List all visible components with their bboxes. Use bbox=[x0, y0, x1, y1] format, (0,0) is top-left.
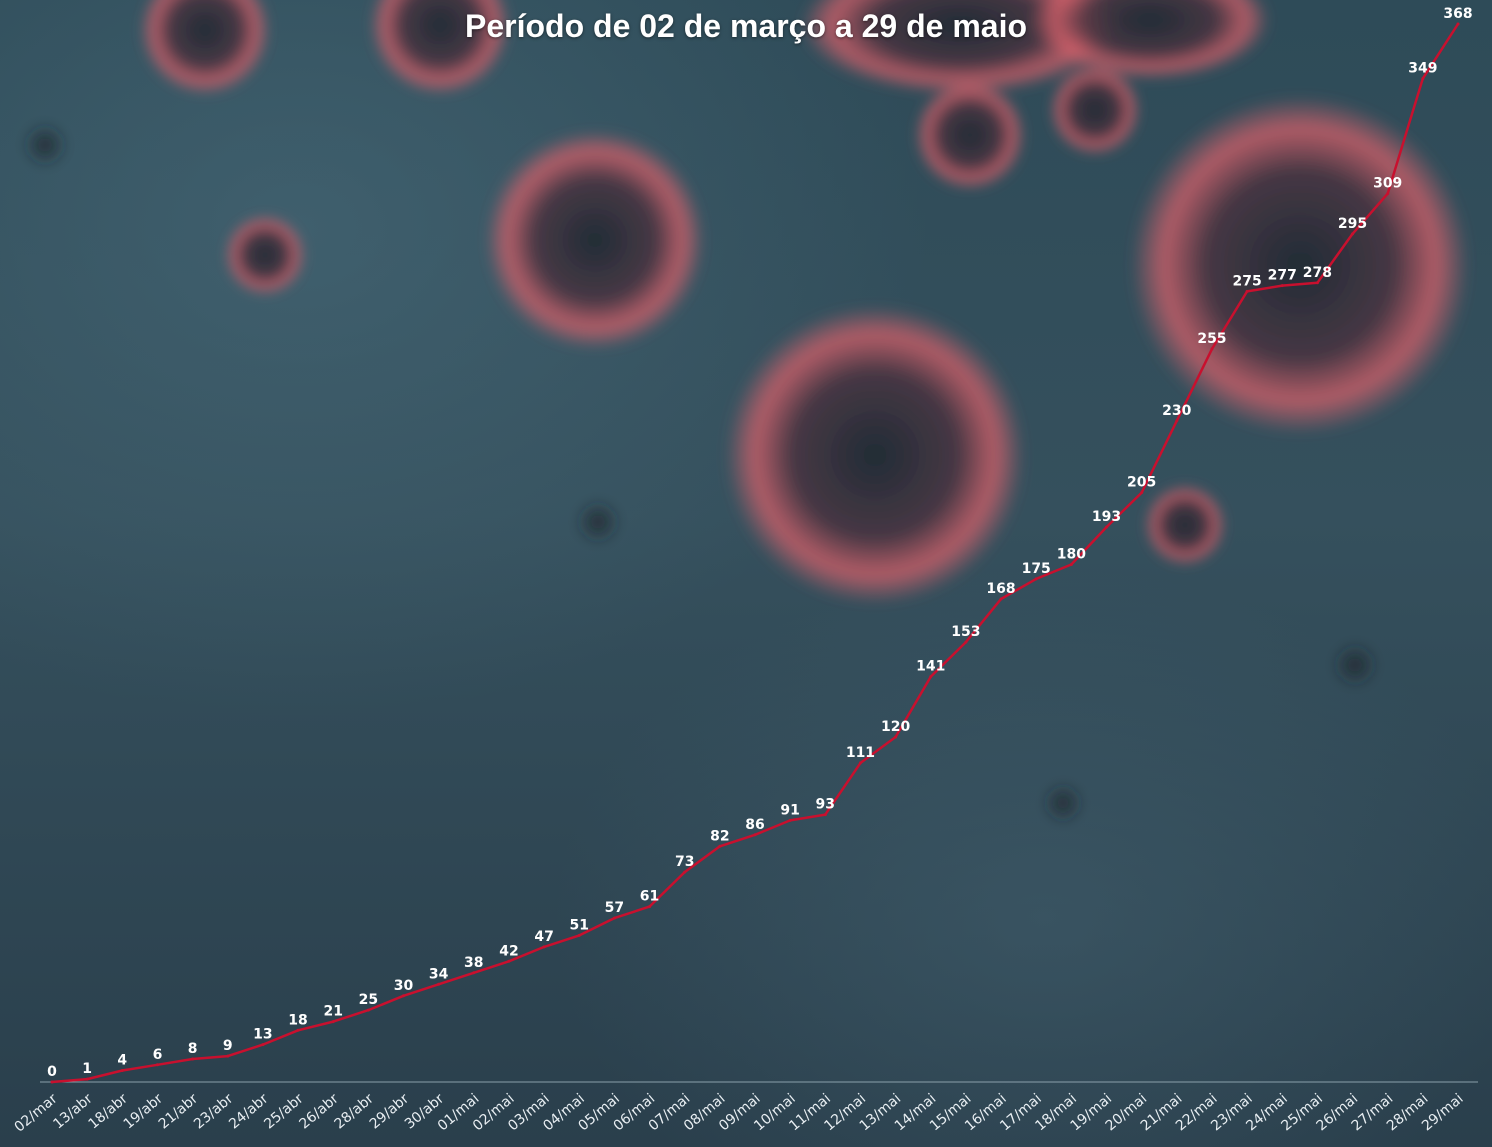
data-label: 42 bbox=[499, 943, 518, 959]
data-label: 205 bbox=[1127, 475, 1156, 491]
data-point bbox=[1210, 347, 1213, 350]
x-tick-label: 13/abr bbox=[50, 1091, 96, 1133]
data-label: 180 bbox=[1057, 547, 1086, 563]
data-label: 38 bbox=[464, 955, 483, 971]
data-label: 0 bbox=[47, 1064, 57, 1080]
data-point bbox=[156, 1063, 159, 1066]
data-label: 34 bbox=[429, 966, 449, 982]
data-label: 47 bbox=[534, 929, 553, 945]
data-point bbox=[437, 983, 440, 986]
data-point bbox=[894, 736, 897, 739]
data-label: 91 bbox=[780, 802, 799, 818]
data-label: 175 bbox=[1022, 561, 1051, 577]
data-point bbox=[1070, 563, 1073, 566]
data-point bbox=[1000, 598, 1003, 601]
data-label: 25 bbox=[359, 992, 378, 1008]
data-point bbox=[297, 1029, 300, 1032]
x-tick-label: 24/abr bbox=[226, 1091, 272, 1133]
data-point bbox=[332, 1020, 335, 1023]
data-label: 57 bbox=[605, 900, 624, 916]
data-label: 61 bbox=[640, 889, 659, 905]
data-point bbox=[1386, 192, 1389, 195]
data-label: 255 bbox=[1197, 331, 1226, 347]
data-point bbox=[1351, 232, 1354, 235]
data-point bbox=[1175, 419, 1178, 422]
data-point bbox=[191, 1058, 194, 1061]
x-tick-label: 21/abr bbox=[156, 1091, 202, 1133]
data-label: 18 bbox=[288, 1012, 307, 1028]
data-label: 111 bbox=[846, 745, 875, 761]
data-label: 277 bbox=[1268, 268, 1297, 284]
data-point bbox=[929, 675, 932, 678]
data-point bbox=[121, 1069, 124, 1072]
data-point bbox=[1421, 77, 1424, 80]
data-point bbox=[1281, 284, 1284, 287]
chart-title: Período de 02 de março a 29 de maio bbox=[0, 8, 1492, 45]
data-point bbox=[613, 917, 616, 920]
data-label: 86 bbox=[745, 817, 764, 833]
data-point bbox=[648, 905, 651, 908]
data-point bbox=[402, 994, 405, 997]
data-label: 9 bbox=[223, 1038, 233, 1054]
series-line bbox=[52, 24, 1458, 1082]
data-label: 168 bbox=[986, 581, 1015, 597]
data-label: 278 bbox=[1303, 265, 1332, 281]
data-point bbox=[1105, 526, 1108, 529]
data-point bbox=[859, 761, 862, 764]
x-tick-label: 23/abr bbox=[191, 1091, 237, 1133]
data-label: 21 bbox=[323, 1004, 342, 1020]
x-tick-labels-group: 02/mar13/abr18/abr19/abr21/abr23/abr24/a… bbox=[12, 1091, 1467, 1136]
data-label: 120 bbox=[881, 719, 910, 735]
data-point bbox=[964, 641, 967, 644]
data-point bbox=[789, 819, 792, 822]
data-label: 82 bbox=[710, 828, 729, 844]
data-point bbox=[226, 1055, 229, 1058]
data-label: 295 bbox=[1338, 216, 1367, 232]
data-point bbox=[1316, 281, 1319, 284]
data-label: 275 bbox=[1232, 273, 1261, 289]
x-tick-label: 29/abr bbox=[367, 1091, 413, 1133]
data-point bbox=[543, 945, 546, 948]
data-point bbox=[51, 1081, 54, 1084]
data-label: 8 bbox=[188, 1041, 198, 1057]
data-label: 1 bbox=[82, 1061, 92, 1077]
x-tick-label: 28/abr bbox=[332, 1091, 378, 1133]
data-label: 13 bbox=[253, 1027, 272, 1043]
data-point bbox=[472, 971, 475, 974]
data-point bbox=[507, 960, 510, 963]
data-point bbox=[718, 845, 721, 848]
x-tick-label: 26/abr bbox=[296, 1091, 342, 1133]
data-label: 349 bbox=[1408, 61, 1437, 77]
x-tick-label: 02/mar bbox=[12, 1091, 61, 1136]
data-point bbox=[1035, 577, 1038, 580]
data-label: 230 bbox=[1162, 403, 1191, 419]
data-label: 153 bbox=[951, 624, 980, 640]
data-point bbox=[683, 871, 686, 874]
series-line-group bbox=[51, 23, 1460, 1084]
data-label: 4 bbox=[117, 1053, 127, 1069]
data-point bbox=[754, 833, 757, 836]
data-point bbox=[1246, 290, 1249, 293]
data-label: 193 bbox=[1092, 509, 1121, 525]
data-label: 6 bbox=[153, 1047, 163, 1063]
data-label: 309 bbox=[1373, 176, 1402, 192]
data-label: 73 bbox=[675, 854, 694, 870]
data-label: 51 bbox=[570, 917, 589, 933]
data-point bbox=[578, 934, 581, 937]
data-labels-group: 0 1 4 6 8 9 13 18 21 25 30 34 38 42 47 51 57 61 73 82 86 91 93… bbox=[47, 6, 1472, 1080]
data-point bbox=[1140, 491, 1143, 494]
data-point bbox=[367, 1009, 370, 1012]
data-label: 141 bbox=[916, 659, 945, 675]
data-point bbox=[86, 1078, 89, 1081]
x-tick-label: 19/abr bbox=[121, 1091, 167, 1133]
data-label: 93 bbox=[816, 797, 835, 813]
data-label: 30 bbox=[394, 978, 414, 994]
data-point bbox=[824, 813, 827, 816]
x-tick-label: 18/abr bbox=[86, 1091, 132, 1133]
data-point bbox=[261, 1043, 264, 1046]
x-tick-label: 25/abr bbox=[261, 1091, 307, 1133]
